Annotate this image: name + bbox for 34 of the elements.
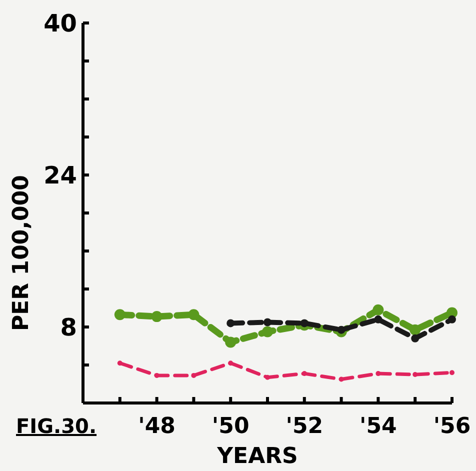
point bbox=[374, 315, 382, 324]
x-tick-label: '54 bbox=[360, 414, 397, 439]
x-tick-label: '48 bbox=[138, 414, 176, 439]
point bbox=[154, 372, 160, 378]
x-tick-label: '50 bbox=[212, 414, 250, 439]
y-axis-title: PER 100,000 bbox=[9, 175, 34, 331]
point bbox=[450, 370, 454, 376]
point bbox=[265, 374, 270, 380]
point bbox=[300, 319, 308, 328]
point bbox=[372, 304, 384, 316]
point bbox=[225, 336, 236, 348]
point bbox=[228, 360, 234, 366]
caption: FIG.30. bbox=[16, 414, 97, 438]
point bbox=[226, 319, 235, 328]
y-tick-label: 8 bbox=[60, 313, 77, 342]
point bbox=[411, 334, 420, 342]
point bbox=[114, 309, 126, 320]
y-tick-label: 40 bbox=[44, 9, 77, 38]
x-tick-label: '56 bbox=[433, 414, 471, 439]
point bbox=[448, 315, 456, 324]
point bbox=[376, 371, 381, 376]
point bbox=[302, 371, 307, 376]
point bbox=[117, 360, 122, 366]
point bbox=[191, 372, 196, 378]
x-tick-label: '52 bbox=[286, 414, 324, 439]
point bbox=[262, 326, 273, 338]
point bbox=[338, 376, 344, 382]
point bbox=[264, 318, 272, 326]
x-axis-title: YEARS bbox=[216, 444, 298, 469]
point bbox=[188, 309, 200, 320]
point bbox=[151, 311, 162, 322]
point bbox=[410, 324, 421, 336]
point bbox=[337, 326, 346, 334]
y-tick-label: 24 bbox=[44, 161, 77, 190]
